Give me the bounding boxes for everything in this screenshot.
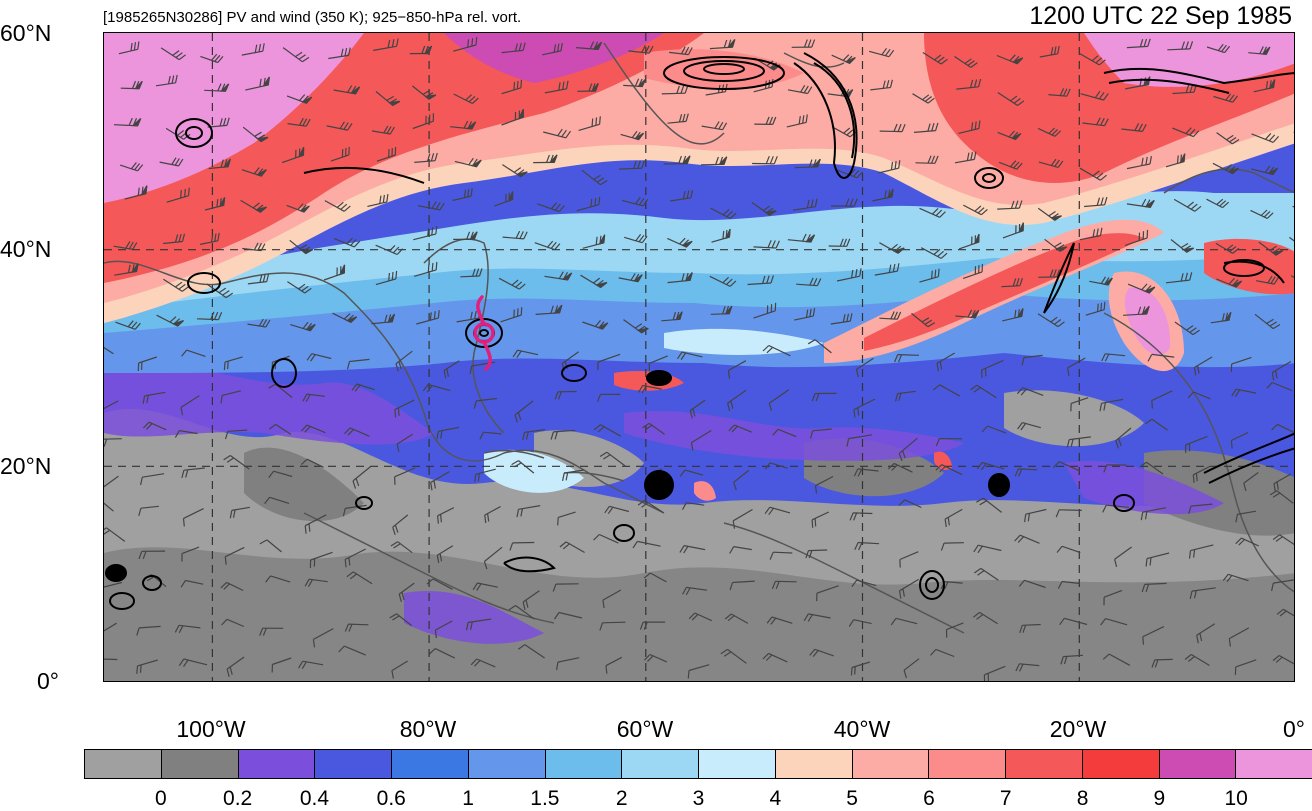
colorbar-box [853,750,930,778]
pv-colorbar [84,749,1312,779]
colorbar-label: 7 [1000,787,1012,811]
colorbar-label: 4 [769,787,781,811]
lon-label-40w: 40°W [834,716,891,743]
colorbar-box [239,750,316,778]
colorbar-label: 5 [846,787,858,811]
colorbar-label: 0.6 [377,787,406,811]
colorbar-box [469,750,546,778]
colorbar-label: 6 [923,787,935,811]
colorbar-box [699,750,776,778]
lon-label-60w: 60°W [617,716,674,743]
colorbar-box [1160,750,1237,778]
lat-label-20n: 20°N [0,453,51,480]
lon-label-0: 0° [1283,716,1305,743]
pv-map [104,33,1295,682]
colorbar-box [85,750,162,778]
lat-label-40n: 40°N [0,236,51,263]
colorbar-label: 1 [462,787,474,811]
colorbar-box [929,750,1006,778]
lon-label-20w: 20°W [1050,716,1107,743]
colorbar-box [1006,750,1083,778]
colorbar-box [622,750,699,778]
colorbar-label: 0.2 [223,787,252,811]
lon-label-100w: 100°W [176,716,245,743]
lon-label-80w: 80°W [400,716,457,743]
colorbar-label: 10 [1225,787,1248,811]
colorbar-box [315,750,392,778]
map-title-time: 1200 UTC 22 Sep 1985 [1029,2,1292,31]
wind-barb [1294,49,1295,57]
colorbar-label: 1.5 [530,787,559,811]
lat-label-60n: 60°N [0,20,51,47]
colorbar-label: 8 [1077,787,1089,811]
colorbar-label: 0.4 [300,787,329,811]
colorbar-box [392,750,469,778]
colorbar-box [546,750,623,778]
colorbar-box [162,750,239,778]
colorbar-label: 3 [693,787,705,811]
colorbar-label: 2 [616,787,628,811]
colorbar-label: 9 [1154,787,1166,811]
lat-label-0: 0° [37,668,59,695]
colorbar-box [1236,750,1312,778]
colorbar-box [1083,750,1160,778]
colorbar-label: 0 [155,787,167,811]
map-title-left: [1985265N30286] PV and wind (350 K); 925… [103,9,521,26]
colorbar-box [776,750,853,778]
map-panel [103,32,1295,682]
